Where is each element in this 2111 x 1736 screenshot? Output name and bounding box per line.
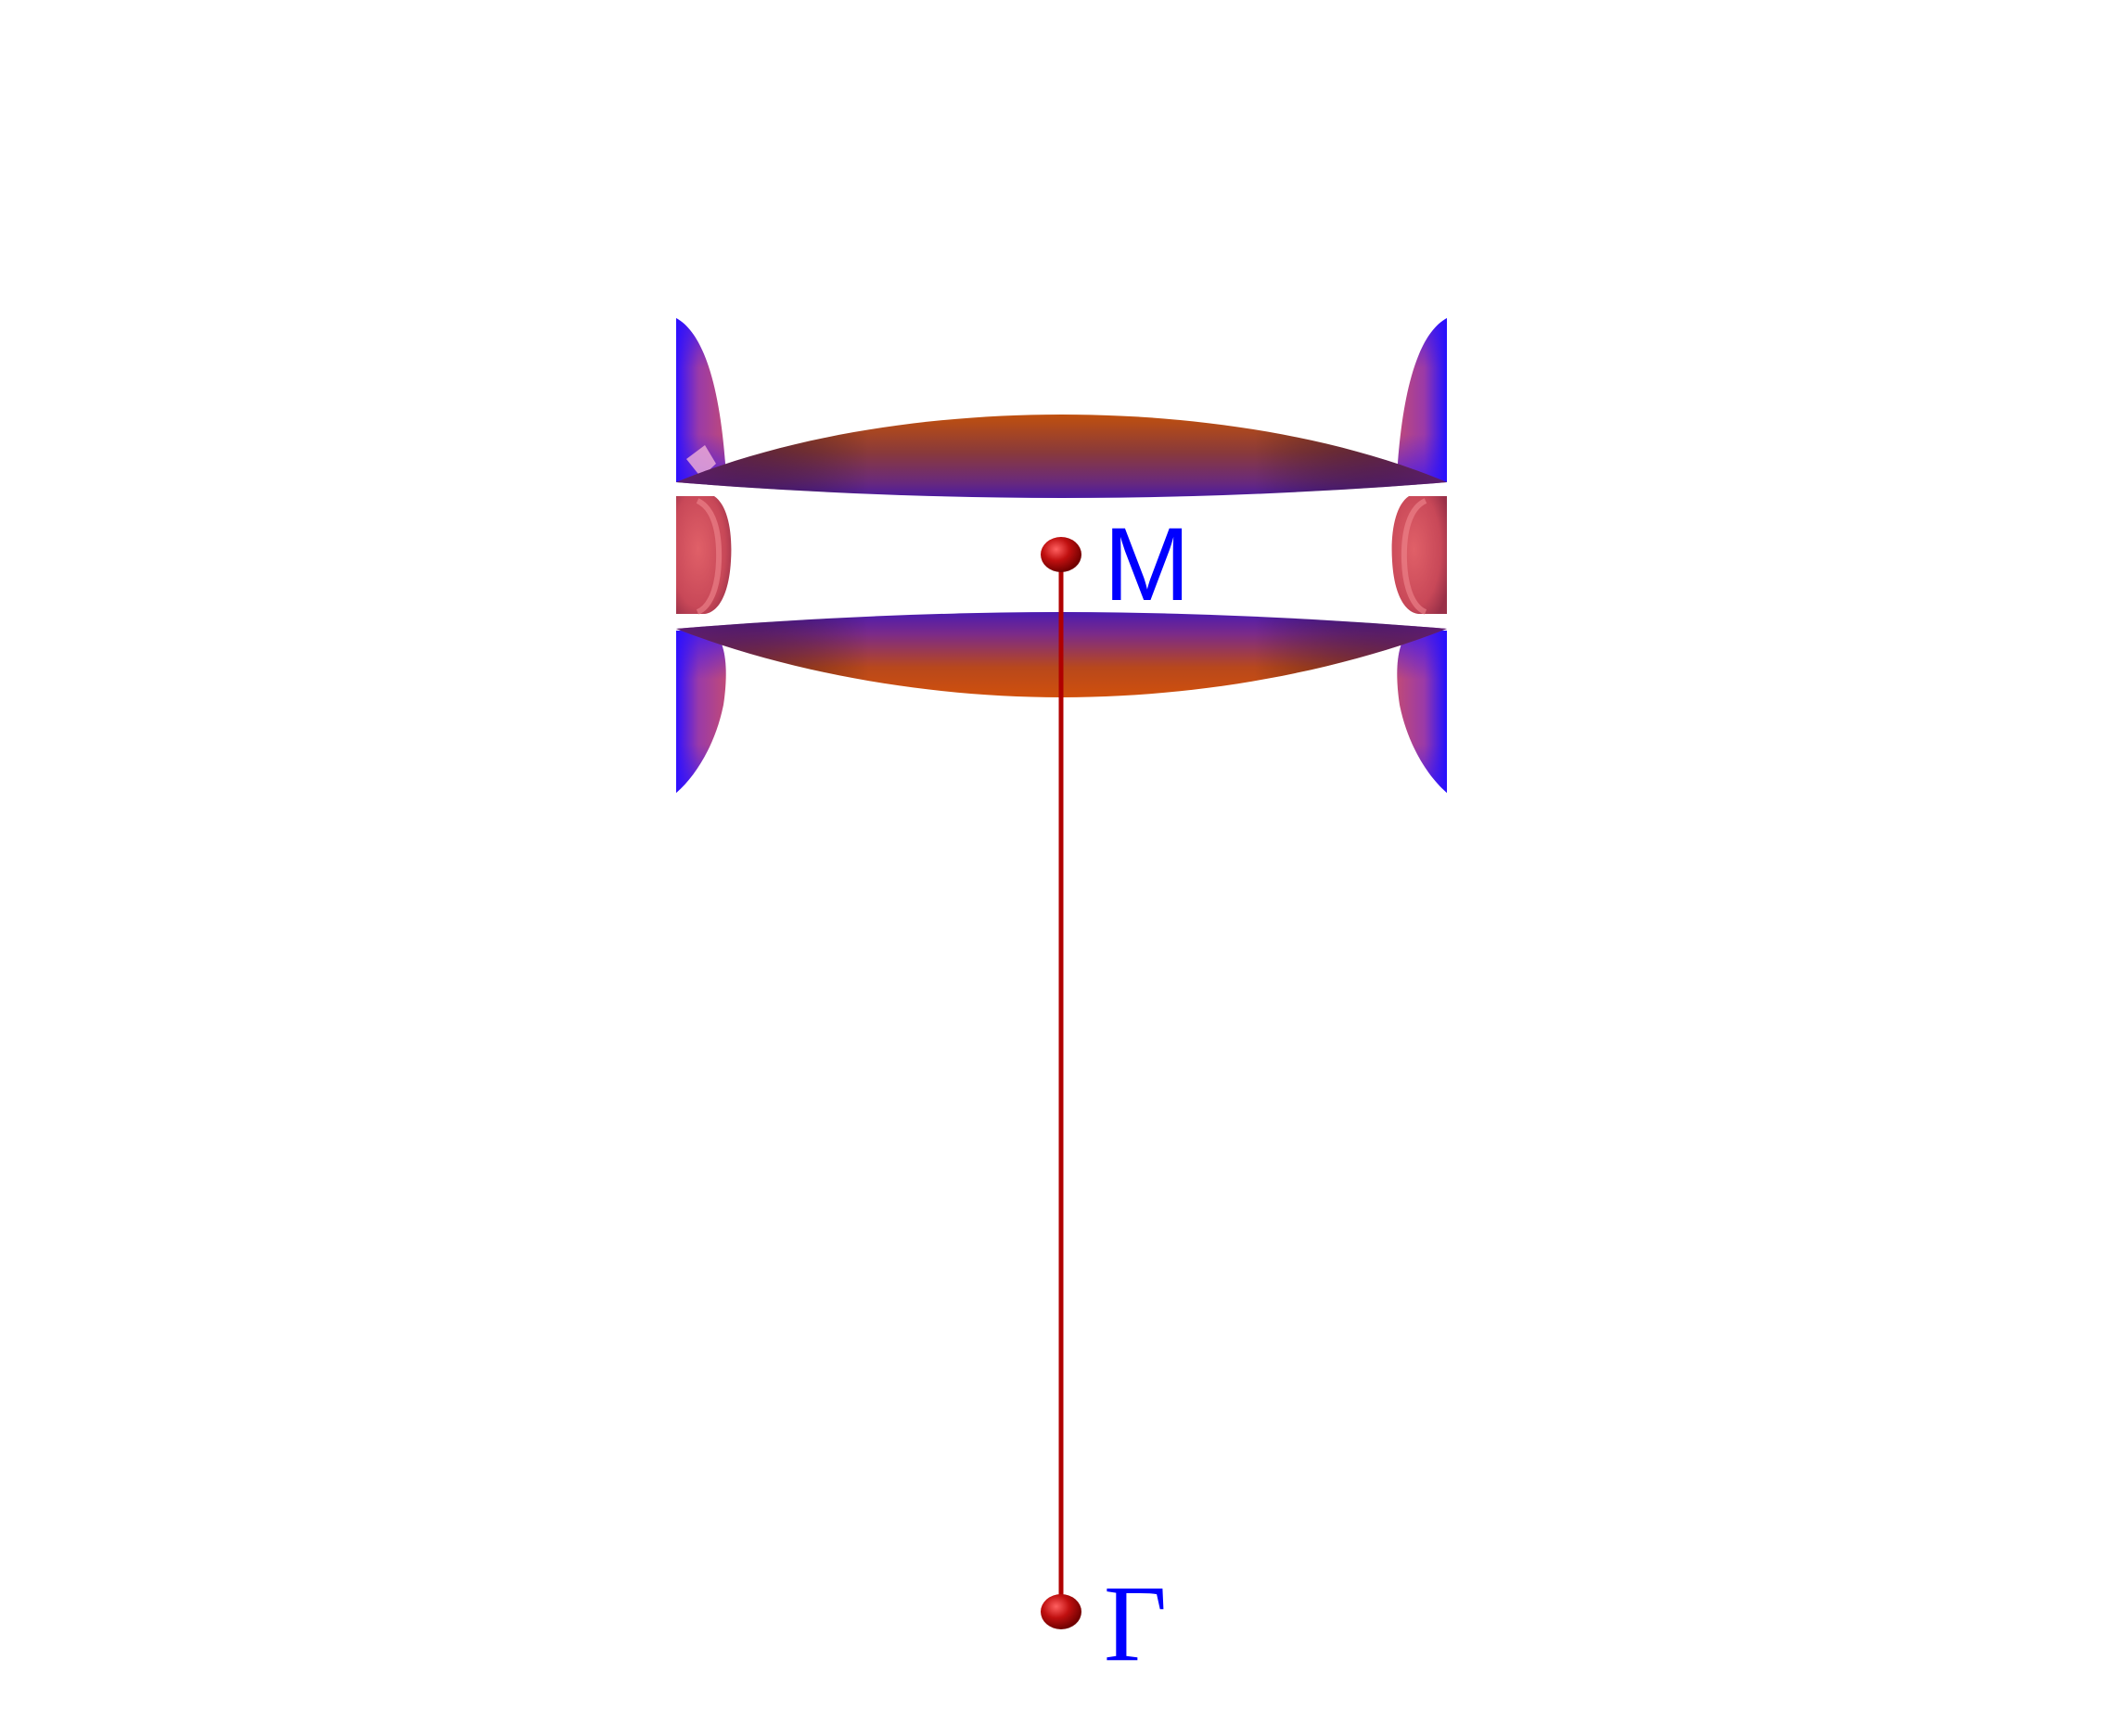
left-side-surface: [676, 318, 732, 793]
right-side-surface: [1391, 318, 1447, 793]
m-point-label: M: [1104, 506, 1190, 622]
gamma-point-label: Γ: [1104, 1563, 1167, 1684]
gamma-point-marker: [1041, 1594, 1081, 1629]
m-point-marker: [1041, 537, 1081, 572]
upper-lens-surface: [676, 415, 1447, 498]
